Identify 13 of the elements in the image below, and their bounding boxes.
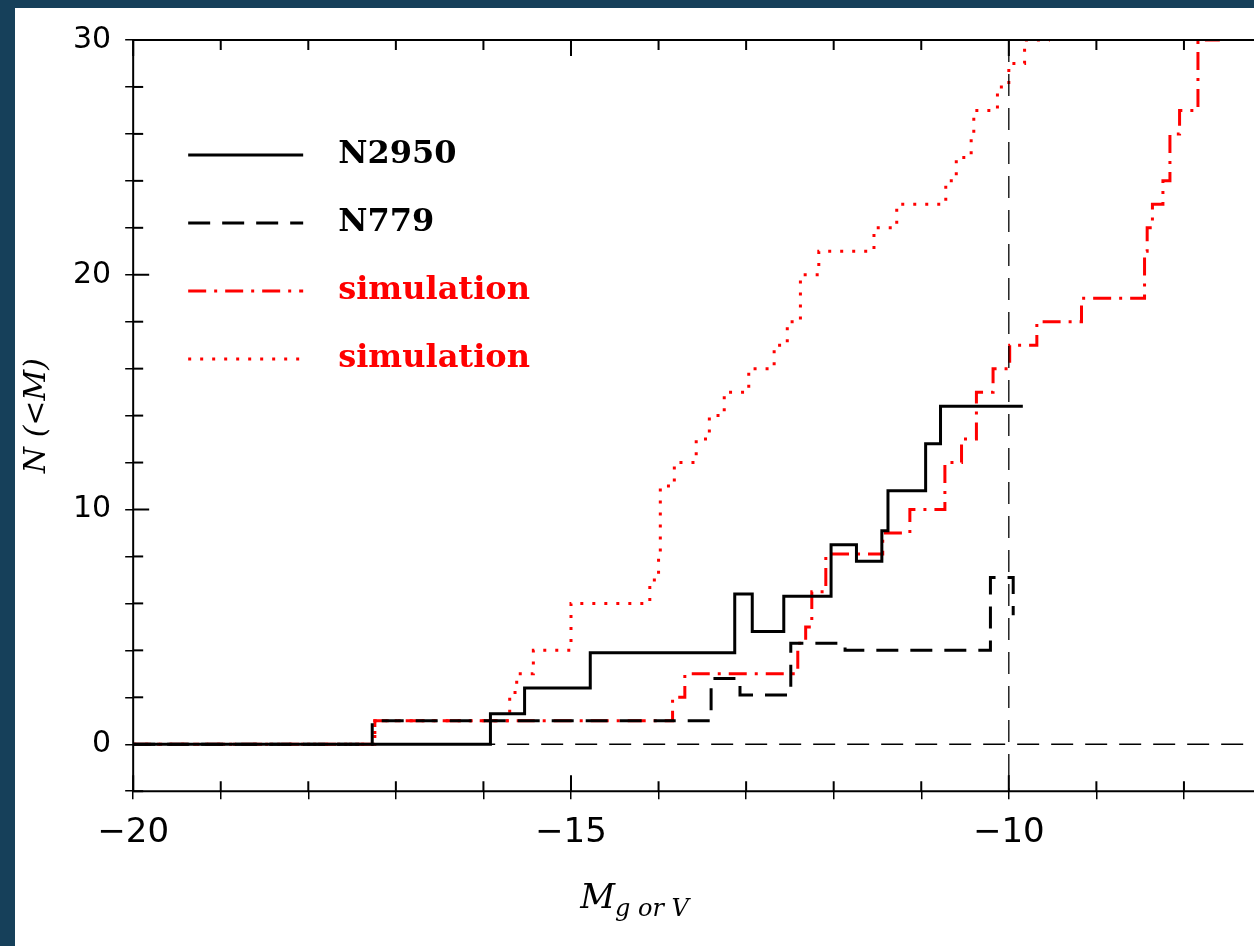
- x-axis-title: M$_{g or V}$: [578, 876, 692, 922]
- x-tick-label: −10: [972, 810, 1045, 851]
- y-tick-label: 20: [72, 254, 112, 290]
- x-tick-label: −20: [97, 810, 170, 851]
- legend-label: N2950: [338, 133, 457, 172]
- x-tick-label: −15: [535, 810, 607, 851]
- legend-label: N779: [338, 201, 435, 240]
- y-tick-label: 10: [72, 489, 112, 525]
- y-tick-label: 30: [72, 19, 112, 55]
- legend-label: simulation: [338, 337, 530, 376]
- legend-label: simulation: [338, 269, 530, 308]
- y-tick-label: 0: [92, 724, 112, 760]
- y-axis-title: N (<M): [16, 358, 52, 475]
